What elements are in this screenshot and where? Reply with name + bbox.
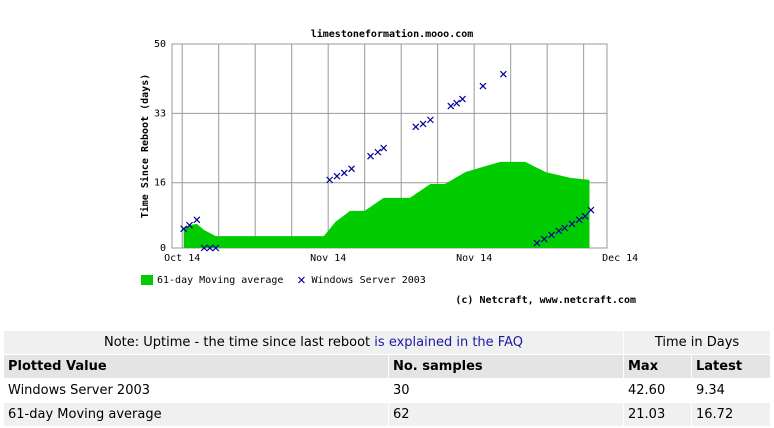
note-cell: Note: Uptime - the time since last reboo… bbox=[3, 330, 624, 355]
point bbox=[348, 165, 355, 173]
cell: 61-day Moving average bbox=[3, 402, 389, 427]
point bbox=[412, 123, 420, 131]
point bbox=[200, 244, 208, 252]
legend-swatch bbox=[298, 276, 305, 284]
cell: 62 bbox=[388, 402, 624, 427]
header: Max bbox=[623, 354, 692, 379]
legend-label: 61-day Moving average bbox=[157, 275, 283, 286]
point bbox=[568, 220, 576, 228]
cell: 16.72 bbox=[691, 402, 771, 427]
legend-swatch bbox=[141, 275, 153, 285]
point bbox=[426, 116, 434, 124]
cell: 9.34 bbox=[691, 378, 771, 403]
cell: 21.03 bbox=[623, 402, 692, 427]
point bbox=[374, 148, 382, 156]
x-tick-label: Nov 14 bbox=[456, 253, 492, 264]
point bbox=[380, 144, 388, 152]
point bbox=[367, 152, 374, 160]
point bbox=[193, 216, 201, 224]
point bbox=[533, 239, 541, 247]
point bbox=[459, 95, 466, 103]
faq-link[interactable]: is explained in the FAQ bbox=[374, 335, 523, 350]
group-header: Time in Days bbox=[623, 330, 771, 355]
x-tick-label: Dec 14 bbox=[602, 253, 638, 264]
x-tick-label: Nov 14 bbox=[310, 253, 346, 264]
point bbox=[548, 231, 555, 239]
note: Note: Uptime - the time since last reboo… bbox=[104, 335, 371, 350]
point bbox=[447, 102, 455, 110]
point bbox=[479, 82, 487, 90]
cell: Windows Server 2003 bbox=[3, 378, 389, 403]
x-tick-label: Oct 14 bbox=[164, 253, 200, 264]
point bbox=[326, 176, 334, 184]
y-axis-label: Time Since Reboot (days) bbox=[139, 74, 151, 219]
point bbox=[555, 227, 563, 235]
chart-title: limestoneformation.mooo.com bbox=[311, 28, 474, 40]
stats-table: Note: Uptime - the time since last reboo… bbox=[3, 330, 771, 427]
header: Plotted Value bbox=[3, 354, 389, 379]
point bbox=[186, 221, 193, 229]
header: No. samples bbox=[388, 354, 624, 379]
point bbox=[499, 70, 507, 78]
chart: limestoneformation.mooo.com Time Since R… bbox=[139, 28, 638, 306]
cell: 42.60 bbox=[623, 378, 692, 403]
point bbox=[581, 212, 589, 220]
point bbox=[206, 244, 214, 252]
y-tick-label: 33 bbox=[154, 108, 166, 119]
cell: 30 bbox=[388, 378, 624, 403]
y-tick-label: 0 bbox=[160, 243, 166, 254]
legend-label: Windows Server 2003 bbox=[311, 275, 425, 286]
point bbox=[575, 216, 583, 224]
credit: (c) Netcraft, www.netcraft.com bbox=[455, 295, 636, 306]
point bbox=[212, 244, 220, 252]
y-tick-label: 50 bbox=[154, 39, 166, 50]
point bbox=[340, 169, 348, 177]
y-tick-label: 16 bbox=[154, 178, 166, 189]
point bbox=[419, 120, 427, 128]
point bbox=[453, 99, 461, 107]
header: Latest bbox=[691, 354, 771, 379]
point bbox=[540, 235, 548, 243]
point bbox=[561, 224, 569, 232]
moving-average-area bbox=[183, 161, 590, 248]
point bbox=[333, 172, 341, 180]
point bbox=[180, 225, 188, 233]
point bbox=[587, 206, 595, 214]
